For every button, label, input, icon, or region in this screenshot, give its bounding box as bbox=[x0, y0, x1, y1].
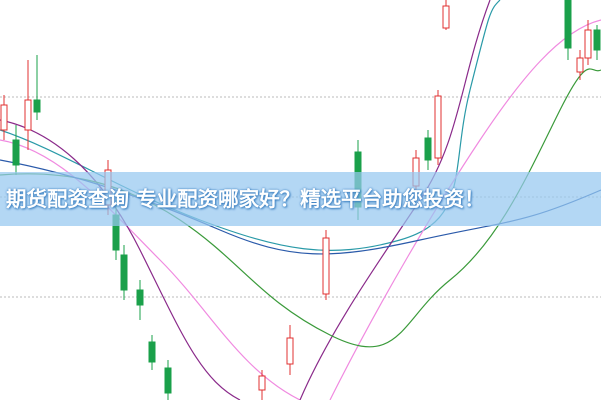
banner-title: 期货配资查询 专业配资哪家好？精选平台助您投资！ bbox=[6, 187, 485, 211]
banner: 期货配资查询 专业配资哪家好？精选平台助您投资！ bbox=[0, 172, 601, 226]
